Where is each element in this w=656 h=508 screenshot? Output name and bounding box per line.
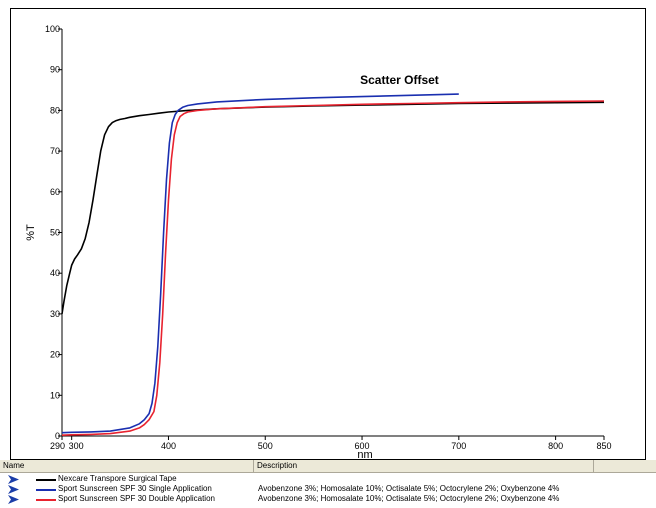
y-tick-label: 30 xyxy=(50,309,60,319)
y-axis-label: %T xyxy=(25,224,37,241)
y-tick-label: 20 xyxy=(50,350,60,360)
y-tick-label: 80 xyxy=(50,105,60,115)
series-line xyxy=(61,101,605,315)
column-header-description[interactable]: Description xyxy=(254,460,594,473)
y-tick-label: 100 xyxy=(45,24,60,34)
series-name: Sport Sunscreen SPF 30 Single Applicatio… xyxy=(58,484,212,493)
series-line xyxy=(61,100,605,436)
x-tick-label: 500 xyxy=(258,441,273,451)
y-tick-label: 60 xyxy=(50,187,60,197)
series-line xyxy=(61,93,459,434)
y-tick-label: 50 xyxy=(50,228,60,238)
plot-frame xyxy=(10,8,646,460)
y-tick-label: 90 xyxy=(50,65,60,75)
scatter-offset-annotation: Scatter Offset xyxy=(360,73,439,87)
x-tick-label: 700 xyxy=(451,441,466,451)
x-tick-label: 850 xyxy=(596,441,611,451)
legend-row[interactable]: Sport Sunscreen SPF 30 Double Applicatio… xyxy=(0,494,656,504)
x-tick-label: 290 xyxy=(50,441,65,451)
series-swatch xyxy=(36,489,56,491)
series-description: Avobenzone 3%; Homosalate 10%; Octisalat… xyxy=(258,484,560,493)
legend-table: Name Description Nexcare Transpore Surgi… xyxy=(0,460,656,508)
series-marker-icon xyxy=(8,485,19,494)
y-tick-label: 10 xyxy=(50,390,60,400)
series-swatch xyxy=(36,479,56,481)
x-tick-label: 600 xyxy=(355,441,370,451)
x-tick-label: 300 xyxy=(69,441,84,451)
y-tick-label: 0 xyxy=(55,431,60,441)
x-axis-label: nm xyxy=(357,449,372,460)
y-tick-label: 70 xyxy=(50,146,60,156)
series-marker-icon xyxy=(8,475,19,484)
legend-table-header: Name Description xyxy=(0,460,656,473)
series-swatch xyxy=(36,499,56,501)
x-tick-label: 400 xyxy=(161,441,176,451)
legend-row[interactable]: Nexcare Transpore Surgical Tape xyxy=(0,474,656,484)
series-name: Sport Sunscreen SPF 30 Double Applicatio… xyxy=(58,494,215,503)
series-name: Nexcare Transpore Surgical Tape xyxy=(58,474,177,483)
y-tick-label: 40 xyxy=(50,268,60,278)
transmittance-chart: 0 10 20 30 40 50 60 70 80 90 100 290 300 400 500 600 700… xyxy=(25,24,612,460)
column-header-name[interactable]: Name xyxy=(0,460,254,473)
x-tick-label: 800 xyxy=(548,441,563,451)
series-marker-icon xyxy=(8,495,19,504)
legend-row[interactable]: Sport Sunscreen SPF 30 Single Applicatio… xyxy=(0,484,656,494)
series-description: Avobenzone 3%; Homosalate 10%; Octisalat… xyxy=(258,494,560,503)
